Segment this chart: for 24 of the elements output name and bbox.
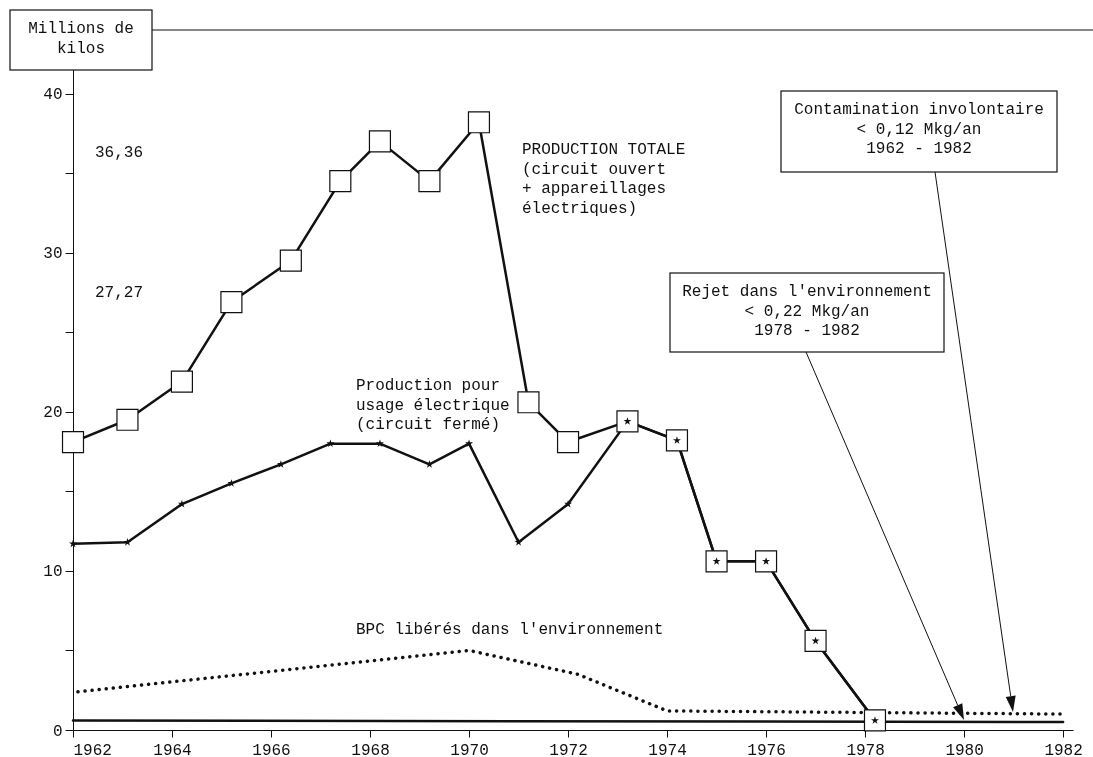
x-tick-label: 1970 bbox=[450, 741, 489, 757]
annotation: 27,27 bbox=[95, 284, 144, 302]
annotation: Contamination involontaire < 0,12 Mkg/an 1962 - 1982 bbox=[794, 101, 1044, 158]
series-label: PRODUCTION TOTALE (circuit ouvert + appareillages électriques) bbox=[522, 141, 686, 218]
x-tick-label: 1978 bbox=[846, 741, 885, 757]
y-tick-label: 40 bbox=[43, 86, 63, 105]
series-label: Production pour usage électrique (circuit fermé) bbox=[356, 377, 510, 434]
y-tick-label: 0 bbox=[52, 722, 63, 741]
x-tick-label: 1968 bbox=[351, 741, 390, 757]
annotation: 36,36 bbox=[95, 144, 144, 162]
x-tick-label: 1974 bbox=[648, 741, 687, 757]
x-tick-label: 1976 bbox=[747, 741, 786, 757]
y-tick-label: 30 bbox=[43, 245, 63, 264]
annotation: Rejet dans l'environnement < 0,22 Mkg/an 1978 - 1982 bbox=[682, 283, 932, 340]
y-tick-label: 20 bbox=[43, 404, 63, 423]
x-tick-label: 1972 bbox=[549, 741, 588, 757]
y-axis-title: Millions de kilos bbox=[28, 20, 134, 58]
x-tick-label: 1964 bbox=[153, 741, 192, 757]
series-label: BPC libérés dans l'environnement bbox=[356, 621, 664, 639]
y-tick-label: 10 bbox=[43, 563, 63, 582]
x-tick-label: 1966 bbox=[252, 741, 291, 757]
x-tick-label: 1962 bbox=[73, 741, 112, 757]
x-tick-label: 1980 bbox=[945, 741, 984, 757]
x-tick-label: 1982 bbox=[1044, 741, 1083, 757]
